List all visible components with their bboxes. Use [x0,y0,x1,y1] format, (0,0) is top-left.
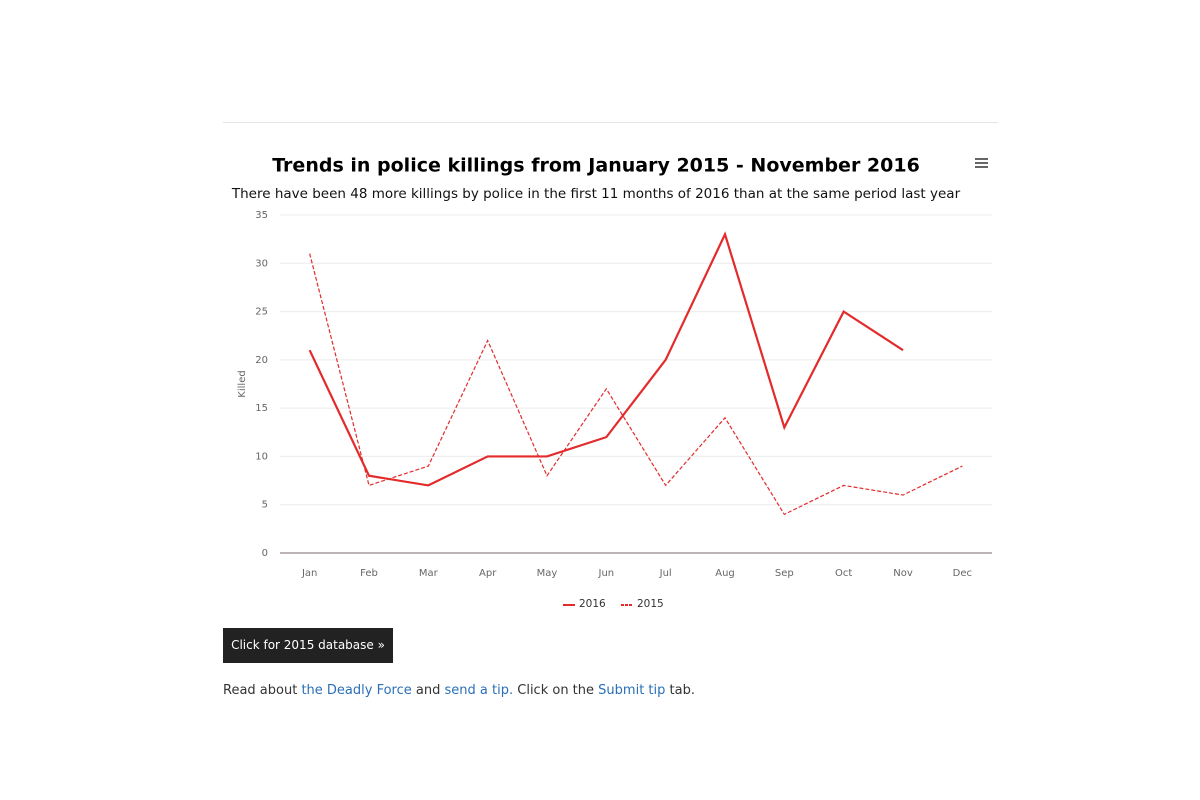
legend-label: 2015 [637,598,664,610]
footer-text: Click on the [517,683,595,698]
x-tick-label: Jun [598,568,615,579]
link[interactable]: Submit tip [598,683,666,698]
footer-text: and [415,683,441,698]
footer-text: Read about [223,683,298,698]
y-tick-label: 35 [255,210,268,221]
x-tick-label: Apr [479,568,497,579]
footer-text: tab. [669,683,695,698]
series-line [309,253,963,516]
chart-subtitle: There have been 48 more killings by poli… [231,186,961,202]
x-tick-label: Feb [360,568,378,579]
link[interactable]: the Deadly Force [301,683,412,698]
y-tick-label: 5 [262,500,268,511]
x-tick-label: Sep [775,568,794,579]
x-tick-label: Dec [953,568,972,579]
x-tick-label: May [537,568,558,579]
series-line [308,231,904,487]
database-button[interactable]: Click for 2015 database » [223,628,393,663]
footer: Read about the Deadly Force and send a t… [223,683,695,698]
menu-icon[interactable] [975,158,988,168]
x-tick-label: Mar [419,568,439,579]
y-tick-label: 10 [255,451,268,462]
y-tick-label: 20 [255,355,268,366]
y-tick-label: 30 [255,258,268,269]
y-tick-label: 25 [255,307,268,318]
legend-label: 2016 [579,598,606,610]
chart-title: Trends in police killings from January 2… [272,155,920,177]
x-tick-label: Oct [835,568,852,579]
y-axis-title: Killed [237,370,248,397]
x-tick-label: Aug [715,568,735,579]
link[interactable]: send a tip. [444,683,514,698]
x-tick-label: Jan [301,568,317,579]
x-tick-label: Nov [893,568,913,579]
y-tick-label: 15 [255,403,268,414]
y-tick-label: 0 [262,548,268,559]
x-tick-label: Jul [659,568,672,579]
